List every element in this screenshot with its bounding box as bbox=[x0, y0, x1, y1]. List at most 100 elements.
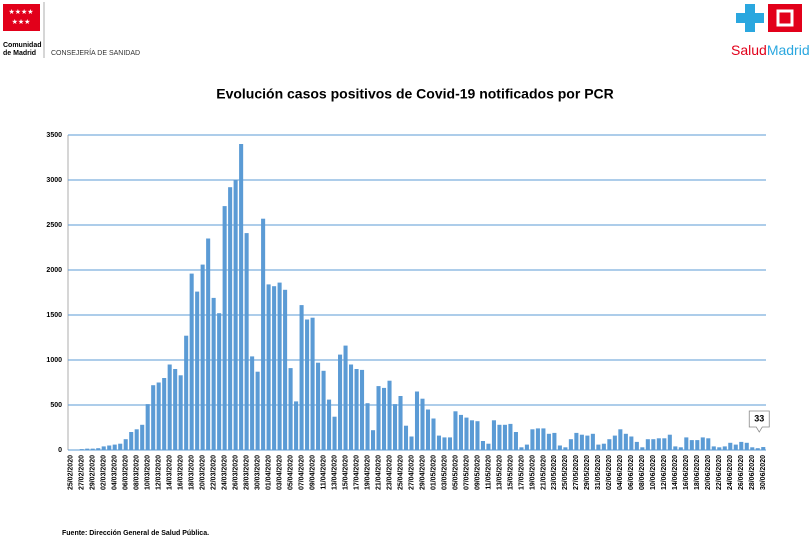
x-tick-label: 17/05/2020 bbox=[518, 455, 525, 490]
x-tick-label: 03/04/2020 bbox=[276, 455, 283, 490]
bar bbox=[140, 424, 145, 450]
x-tick-label: 27/05/2020 bbox=[573, 455, 580, 490]
x-tick-label: 21/04/2020 bbox=[375, 455, 382, 490]
bar bbox=[211, 297, 216, 450]
bar bbox=[601, 443, 606, 450]
x-tick-label: 28/06/2020 bbox=[749, 455, 756, 490]
brand: SaludMadrid bbox=[731, 42, 810, 58]
bar bbox=[722, 446, 727, 450]
x-tick-label: 13/05/2020 bbox=[496, 455, 503, 490]
callout-box bbox=[748, 410, 770, 433]
cross-outline bbox=[776, 9, 794, 27]
x-tick-label: 30/03/2020 bbox=[254, 455, 261, 490]
x-tick-label: 03/05/2020 bbox=[441, 455, 448, 490]
bar bbox=[381, 387, 387, 450]
x-tick-label: 16/03/2020 bbox=[178, 455, 185, 490]
x-tick-label: 09/04/2020 bbox=[309, 455, 316, 490]
bar bbox=[744, 442, 749, 450]
bar bbox=[294, 401, 299, 450]
bar bbox=[623, 433, 628, 450]
bar bbox=[392, 404, 398, 450]
x-tick-label: 01/05/2020 bbox=[430, 455, 437, 490]
bar bbox=[667, 434, 672, 450]
bar bbox=[387, 380, 392, 450]
bar bbox=[508, 423, 513, 450]
x-tick-label: 11/05/2020 bbox=[485, 455, 492, 490]
bar bbox=[107, 445, 112, 450]
x-tick-label: 27/04/2020 bbox=[408, 455, 415, 490]
bar bbox=[145, 404, 150, 450]
bar bbox=[530, 429, 535, 450]
bar bbox=[607, 439, 612, 450]
bar bbox=[750, 447, 755, 450]
x-tick-label: 11/04/2020 bbox=[320, 455, 327, 490]
bar bbox=[299, 305, 304, 450]
x-tick-label: 30/06/2020 bbox=[760, 455, 767, 490]
bar bbox=[370, 430, 376, 450]
y-tick-label: 3000 bbox=[46, 177, 62, 184]
bar bbox=[596, 444, 601, 450]
x-tick-label: 25/04/2020 bbox=[397, 455, 404, 490]
y-tick-label: 1500 bbox=[46, 312, 62, 319]
bar bbox=[118, 443, 123, 450]
bar bbox=[497, 424, 502, 450]
x-tick-label: 22/06/2020 bbox=[716, 455, 723, 490]
plot: 0 500 1000 1500 2000 2500 3000 3500 25/02/2020 27… bbox=[46, 132, 770, 490]
x-tick-label: 04/06/2020 bbox=[617, 455, 624, 490]
logo-left: ★★★★ ★★★ Comunidad de Madrid CONSEJERÍA … bbox=[3, 2, 140, 58]
bar bbox=[414, 391, 420, 450]
x-tick-label: 26/06/2020 bbox=[738, 455, 745, 490]
bar bbox=[678, 447, 683, 450]
x-tick-label: 21/05/2020 bbox=[540, 455, 547, 490]
x-tick-label: 13/04/2020 bbox=[331, 455, 338, 490]
bar bbox=[398, 396, 403, 450]
bar bbox=[134, 429, 139, 450]
x-tick-label: 31/05/2020 bbox=[595, 455, 602, 490]
bar bbox=[338, 354, 343, 450]
bar bbox=[502, 424, 507, 450]
bar bbox=[327, 399, 332, 450]
x-tick-label: 07/05/2020 bbox=[463, 455, 470, 490]
x-tick-label: 02/03/2020 bbox=[101, 455, 108, 490]
bar bbox=[222, 206, 227, 450]
bar bbox=[228, 187, 233, 450]
bar bbox=[173, 369, 178, 450]
bar bbox=[453, 411, 458, 450]
x-tick-label: 24/03/2020 bbox=[221, 455, 228, 490]
x-tick-label: 08/03/2020 bbox=[134, 455, 141, 490]
bar bbox=[612, 435, 617, 450]
bar bbox=[178, 375, 183, 450]
org-line: Comunidad bbox=[3, 42, 42, 49]
bar bbox=[272, 286, 277, 450]
bar bbox=[755, 448, 760, 450]
bar bbox=[283, 289, 288, 450]
bar bbox=[277, 282, 282, 450]
x-tick-label: 15/05/2020 bbox=[507, 455, 514, 490]
bar bbox=[85, 448, 90, 450]
bar bbox=[590, 433, 595, 450]
bar bbox=[244, 233, 249, 450]
bar bbox=[409, 436, 414, 450]
bar bbox=[728, 442, 733, 450]
bar bbox=[162, 378, 167, 450]
x-tick-label: 07/04/2020 bbox=[298, 455, 305, 490]
brand-right: Madrid bbox=[767, 42, 810, 58]
flag bbox=[3, 4, 40, 31]
bar bbox=[475, 421, 480, 450]
bar bbox=[557, 445, 562, 450]
x-tick-label: 29/02/2020 bbox=[90, 455, 97, 490]
department: CONSEJERÍA DE SANIDAD bbox=[51, 48, 140, 57]
x-tick-label: 05/05/2020 bbox=[452, 455, 459, 490]
x-tick-label: 09/05/2020 bbox=[474, 455, 481, 490]
bar bbox=[552, 432, 557, 450]
bar bbox=[458, 414, 464, 450]
bar bbox=[568, 439, 573, 450]
x-tick-label: 29/05/2020 bbox=[584, 455, 591, 490]
bar bbox=[239, 144, 244, 450]
x-tick-label: 14/06/2020 bbox=[672, 455, 679, 490]
bar bbox=[464, 417, 469, 450]
x-tick-label: 04/03/2020 bbox=[112, 455, 119, 490]
bar bbox=[365, 403, 370, 450]
